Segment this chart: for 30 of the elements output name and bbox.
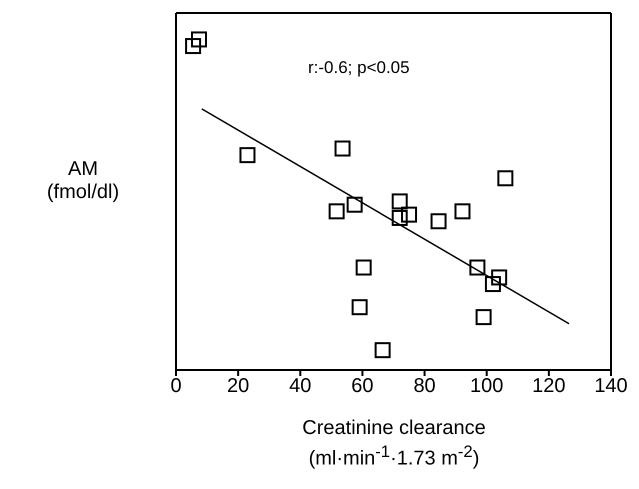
x-tick-label: 80 (413, 375, 436, 398)
x-axis-title: Creatinine clearance (ml·min$^{-1}$·1.73 m$^{-2}$) (301, 416, 487, 471)
point (454, 203, 470, 220)
x-tick-label: 60 (351, 375, 374, 398)
point (476, 309, 492, 326)
point (491, 269, 508, 286)
x-tick-label: 100 (470, 375, 504, 398)
point (469, 260, 486, 276)
point (239, 147, 256, 164)
point (374, 342, 391, 358)
point (392, 210, 408, 226)
point (497, 170, 514, 186)
point (346, 196, 363, 213)
annotation: r:-0.6; p<0.05 (308, 58, 410, 78)
point (185, 38, 202, 54)
x-tick-label: 40 (289, 375, 312, 398)
x-tick-label: 120 (532, 375, 566, 398)
point (401, 206, 418, 223)
point (392, 193, 408, 210)
x-tick-label: 0 (170, 375, 182, 398)
point (334, 140, 351, 157)
y-axis-title: AM (fmol/dl) (46, 158, 120, 204)
point (430, 213, 447, 230)
x-tick-label: 140 (594, 375, 628, 398)
point (352, 299, 368, 316)
x-tick-label: 20 (227, 375, 250, 398)
point (190, 31, 207, 48)
point (484, 276, 501, 292)
point (356, 260, 372, 276)
point (328, 203, 345, 220)
